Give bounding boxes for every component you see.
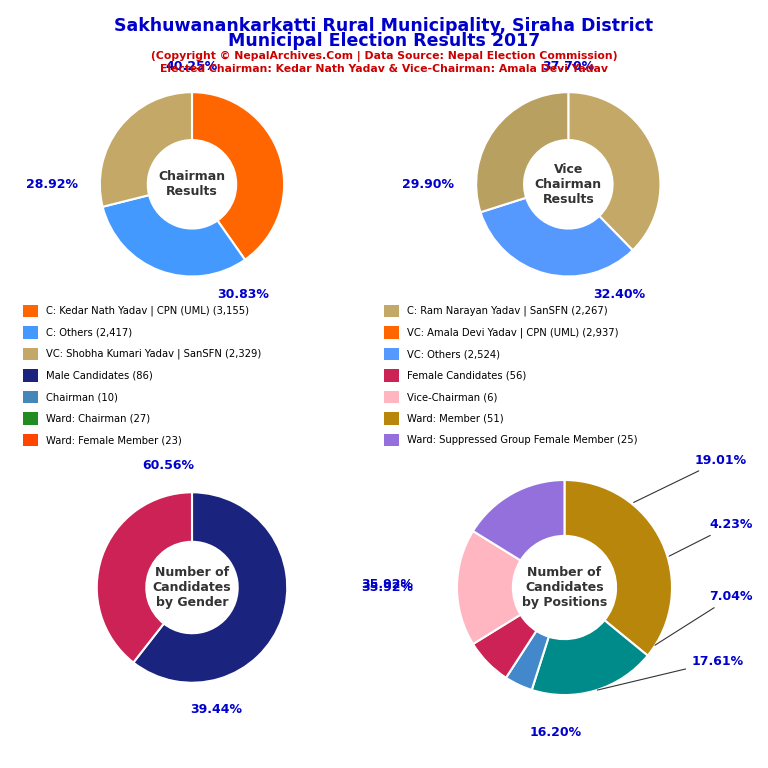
Wedge shape [506, 631, 549, 690]
Wedge shape [134, 492, 287, 683]
Text: Vice-Chairman (6): Vice-Chairman (6) [407, 392, 498, 402]
Wedge shape [568, 92, 660, 250]
Text: Ward: Chairman (27): Ward: Chairman (27) [46, 413, 151, 424]
Wedge shape [457, 531, 521, 644]
Text: 7.04%: 7.04% [655, 591, 753, 645]
Wedge shape [97, 492, 192, 663]
Wedge shape [100, 92, 192, 207]
Wedge shape [531, 621, 647, 695]
Text: 40.25%: 40.25% [166, 60, 218, 73]
Text: Ward: Suppressed Group Female Member (25): Ward: Suppressed Group Female Member (25… [407, 435, 637, 445]
Text: Male Candidates (86): Male Candidates (86) [46, 370, 153, 381]
Text: 29.90%: 29.90% [402, 178, 454, 190]
Text: 37.70%: 37.70% [542, 60, 594, 73]
Text: C: Ram Narayan Yadav | SanSFN (2,267): C: Ram Narayan Yadav | SanSFN (2,267) [407, 306, 607, 316]
Wedge shape [473, 480, 564, 561]
Text: Sakhuwanankarkatti Rural Municipality, Siraha District: Sakhuwanankarkatti Rural Municipality, S… [114, 17, 654, 35]
Text: Ward: Female Member (23): Ward: Female Member (23) [46, 435, 182, 445]
Text: Number of
Candidates
by Positions: Number of Candidates by Positions [521, 566, 607, 609]
Text: Municipal Election Results 2017: Municipal Election Results 2017 [228, 32, 540, 50]
Text: Ward: Member (51): Ward: Member (51) [407, 413, 504, 424]
Text: 19.01%: 19.01% [634, 454, 746, 502]
Text: VC: Amala Devi Yadav | CPN (UML) (2,937): VC: Amala Devi Yadav | CPN (UML) (2,937) [407, 327, 618, 338]
Wedge shape [476, 92, 568, 212]
Text: 39.44%: 39.44% [190, 703, 242, 716]
Wedge shape [192, 92, 284, 260]
Text: 28.92%: 28.92% [26, 178, 78, 190]
Wedge shape [564, 480, 672, 656]
Text: VC: Others (2,524): VC: Others (2,524) [407, 349, 500, 359]
Text: C: Kedar Nath Yadav | CPN (UML) (3,155): C: Kedar Nath Yadav | CPN (UML) (3,155) [46, 306, 249, 316]
Text: C: Others (2,417): C: Others (2,417) [46, 327, 132, 338]
Text: 60.56%: 60.56% [142, 459, 194, 472]
Text: Chairman
Results: Chairman Results [158, 170, 226, 198]
Text: 17.61%: 17.61% [598, 655, 743, 690]
Text: 30.83%: 30.83% [217, 289, 269, 301]
Text: Vice
Chairman
Results: Vice Chairman Results [535, 163, 602, 206]
Text: Chairman (10): Chairman (10) [46, 392, 118, 402]
Wedge shape [103, 195, 245, 276]
Text: 35.92%: 35.92% [361, 581, 413, 594]
Text: 16.20%: 16.20% [530, 727, 582, 739]
Text: 35.92%: 35.92% [361, 578, 413, 591]
Text: 4.23%: 4.23% [669, 518, 753, 556]
Text: VC: Shobha Kumari Yadav | SanSFN (2,329): VC: Shobha Kumari Yadav | SanSFN (2,329) [46, 349, 261, 359]
Text: Female Candidates (56): Female Candidates (56) [407, 370, 526, 381]
Wedge shape [473, 614, 536, 677]
Text: Number of
Candidates
by Gender: Number of Candidates by Gender [153, 566, 231, 609]
Wedge shape [481, 197, 633, 276]
Text: (Copyright © NepalArchives.Com | Data Source: Nepal Election Commission): (Copyright © NepalArchives.Com | Data So… [151, 51, 617, 61]
Text: 32.40%: 32.40% [593, 289, 645, 301]
Text: Elected Chairman: Kedar Nath Yadav & Vice-Chairman: Amala Devi Yadav: Elected Chairman: Kedar Nath Yadav & Vic… [160, 64, 608, 74]
